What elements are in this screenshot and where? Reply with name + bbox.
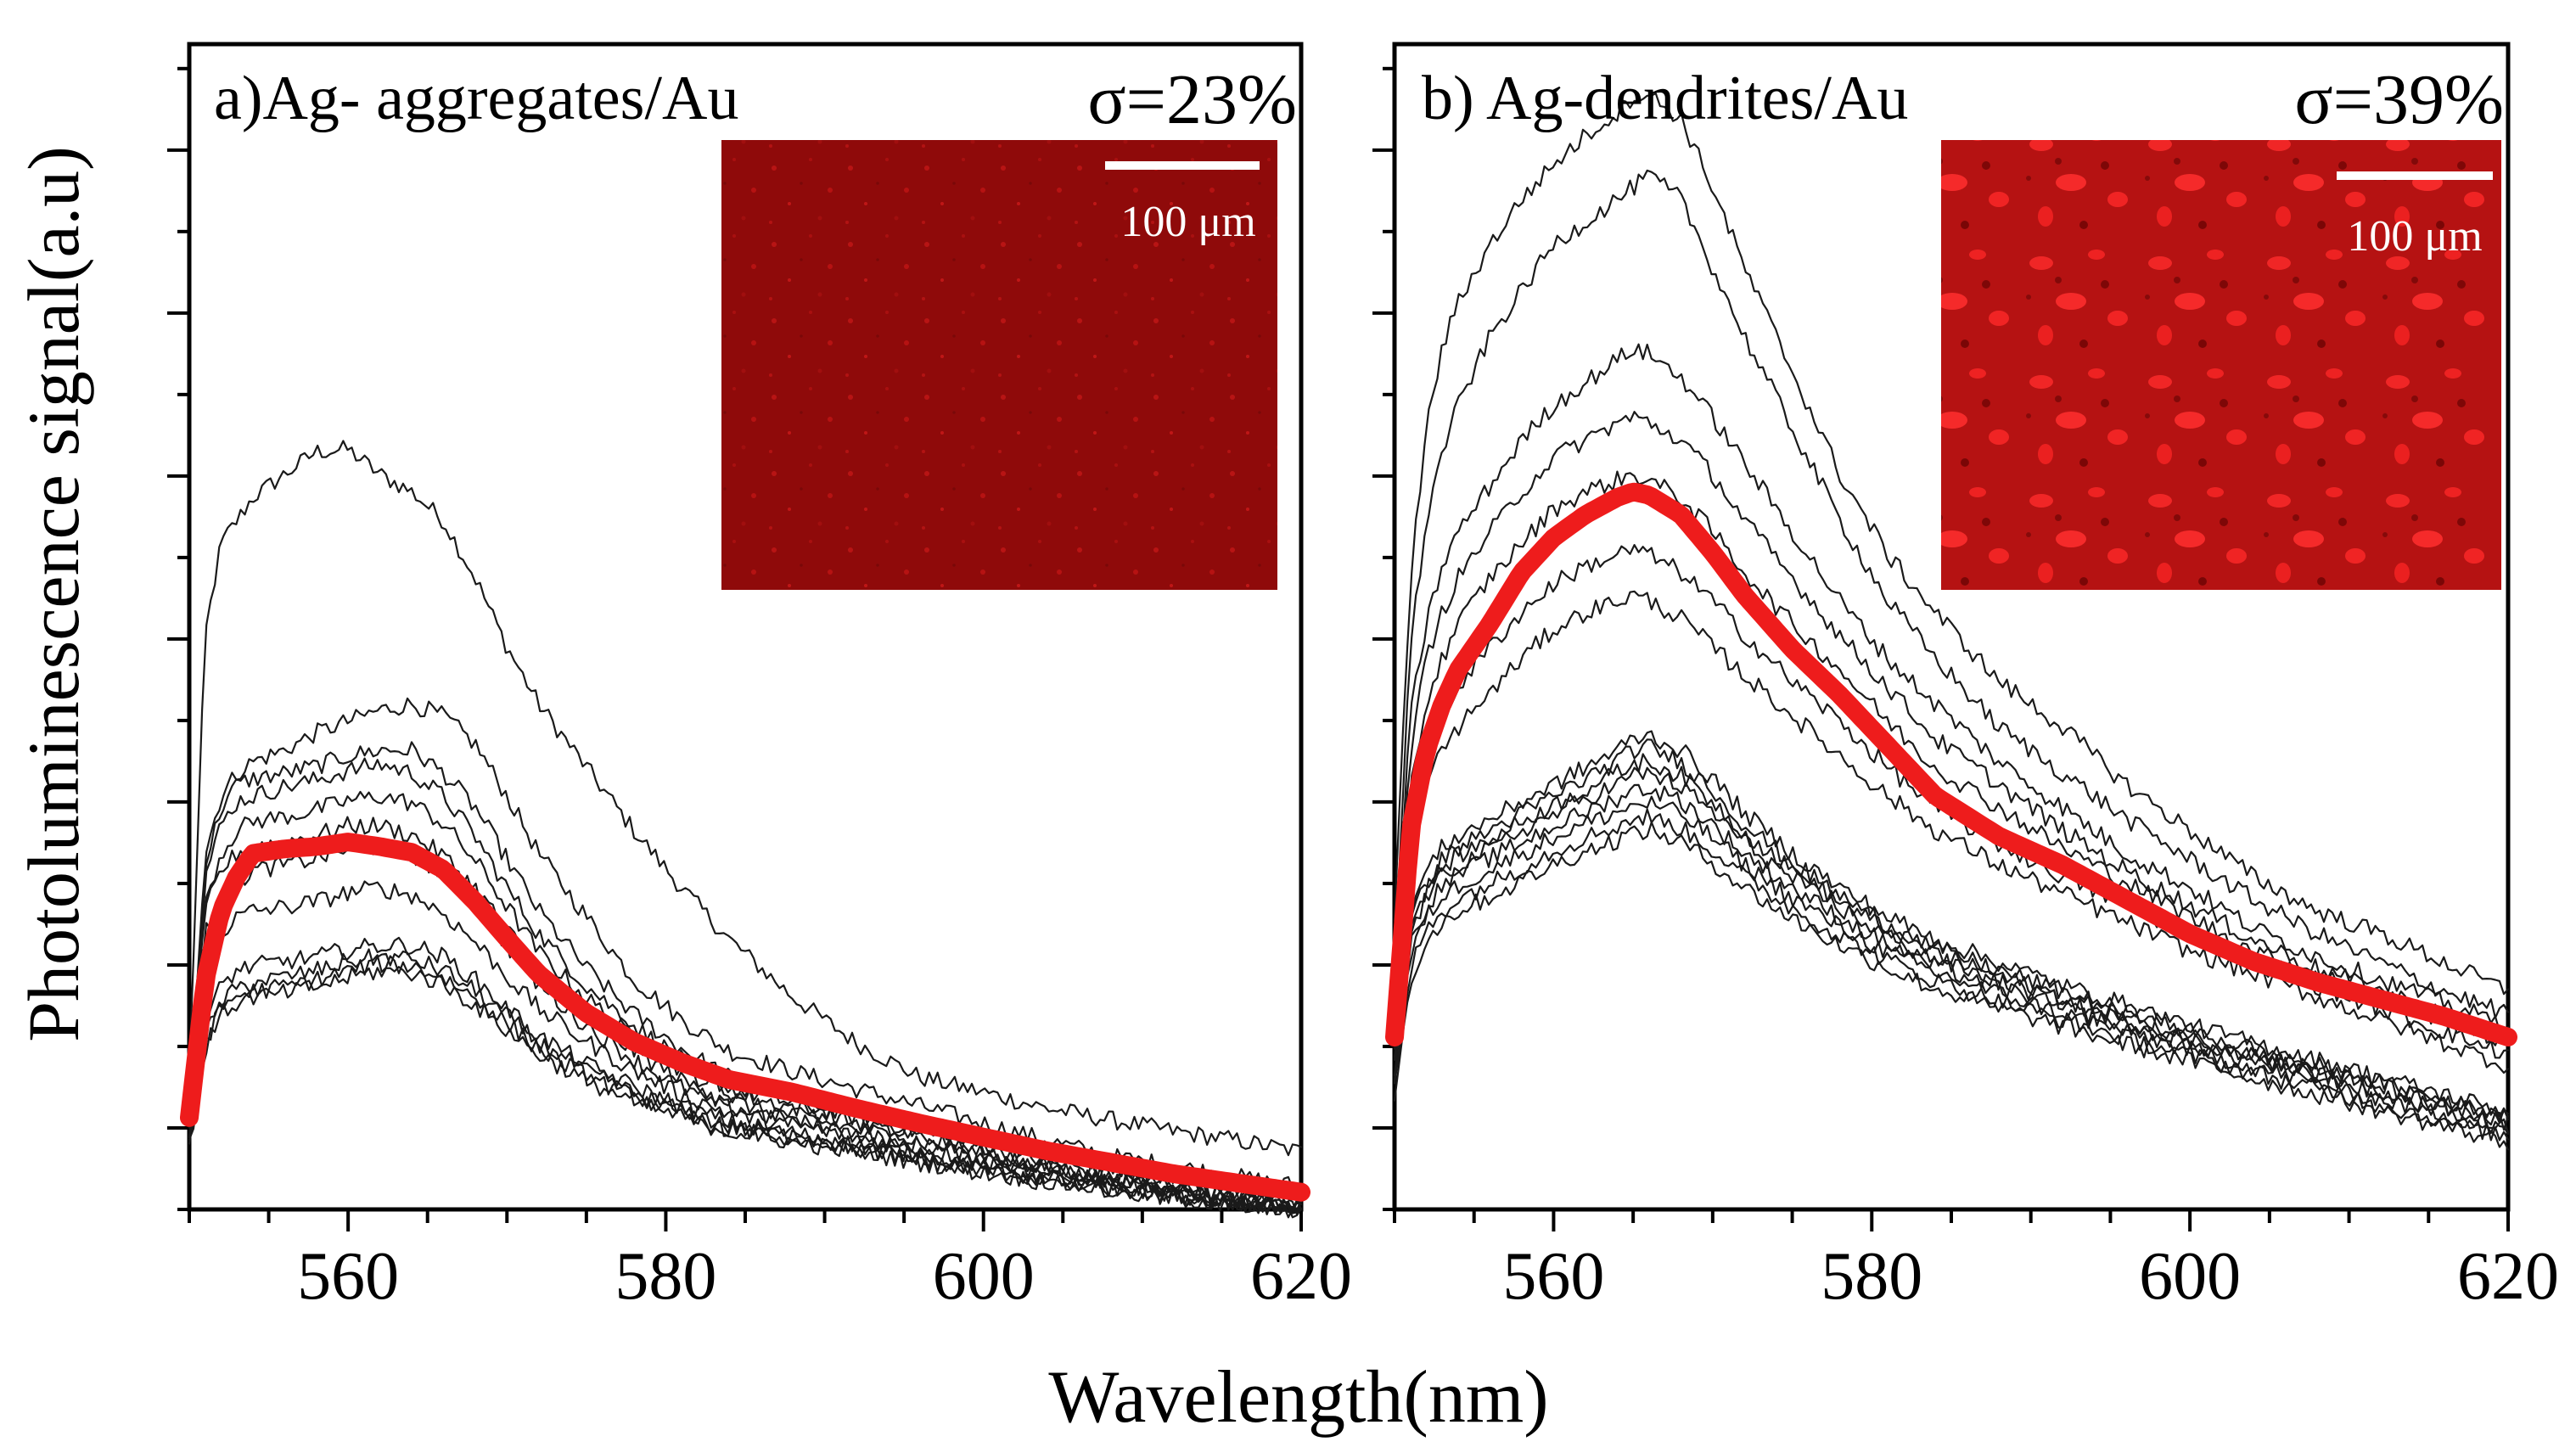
- panel-b-inset-micrograph: [1941, 140, 2501, 590]
- x-tick-label: 580: [1821, 1239, 1922, 1314]
- x-tick-label: 580: [615, 1239, 716, 1314]
- spectrum-line: [188, 440, 1303, 1157]
- average-spectrum-line: [1385, 482, 2517, 1046]
- x-tick-label: 560: [297, 1239, 399, 1314]
- x-axis-label: Wavelength(nm): [1048, 1356, 1548, 1439]
- y-axis-label: Photoluminescence signal(a.u): [13, 146, 94, 1042]
- spectrum-line: [188, 948, 1303, 1215]
- spectrum-line: [188, 966, 1303, 1219]
- spectrum-line: [188, 954, 1303, 1219]
- spectrum-line: [1393, 590, 2510, 1074]
- panel-a-annotation: σ=23%: [1087, 60, 1297, 139]
- panel-b-x-ticks: 560 580 600 620: [1393, 1209, 2559, 1314]
- panel-a-scale-label: 100 μm: [1120, 198, 1255, 246]
- x-tick-label: 560: [1502, 1239, 1604, 1314]
- spectrum-line: [188, 839, 1303, 1211]
- spectrum-line: [1393, 343, 2510, 1034]
- spectrum-line: [1393, 821, 2510, 1151]
- spectrum-line: [1393, 92, 2510, 996]
- x-tick-label: 620: [1250, 1239, 1352, 1314]
- panel-a-y-ticks: [167, 66, 189, 1211]
- panel-b-scale-label: 100 μm: [2347, 212, 2482, 261]
- spectrum-line: [1393, 738, 2510, 1125]
- panel-b-scale-bar: [2337, 171, 2493, 180]
- spectrum-line: [1393, 808, 2510, 1142]
- panel-b-series: [1385, 92, 2517, 1151]
- panel-a-x-ticks: 560 580 600 620: [188, 1209, 1352, 1314]
- x-tick-label: 600: [933, 1239, 1035, 1314]
- spectrum-line: [188, 936, 1303, 1215]
- panel-a-inset-micrograph: [721, 140, 1277, 590]
- panel-a-title: a)Ag- aggregates/Au: [214, 64, 738, 133]
- spectrum-line: [188, 790, 1303, 1215]
- panel-a-series: [180, 440, 1310, 1219]
- spectrum-line: [1393, 783, 2510, 1134]
- spectrum-line: [188, 757, 1303, 1214]
- panel-b: 560 580 600 620 100 μm b) Ag-dendrites/Au σ…: [1372, 42, 2559, 1314]
- x-tick-label: 600: [2139, 1239, 2241, 1314]
- panel-a: 560 580 600 620 100 μm a)Ag- aggregates/Au …: [167, 42, 1352, 1314]
- panel-b-annotation: σ=39%: [2294, 60, 2504, 139]
- spectrum-line: [188, 880, 1303, 1216]
- spectrum-line: [1393, 169, 2510, 1019]
- average-spectrum-line: [180, 833, 1310, 1202]
- spectrum-line: [1393, 730, 2510, 1119]
- panel-b-y-ticks: [1372, 66, 1395, 1211]
- spectrum-line: [1393, 766, 2510, 1131]
- panel-a-scale-bar: [1105, 161, 1260, 170]
- x-tick-label: 620: [2457, 1239, 2559, 1314]
- spectrum-line: [188, 816, 1303, 1215]
- panel-b-title: b) Ag-dendrites/Au: [1422, 64, 1908, 133]
